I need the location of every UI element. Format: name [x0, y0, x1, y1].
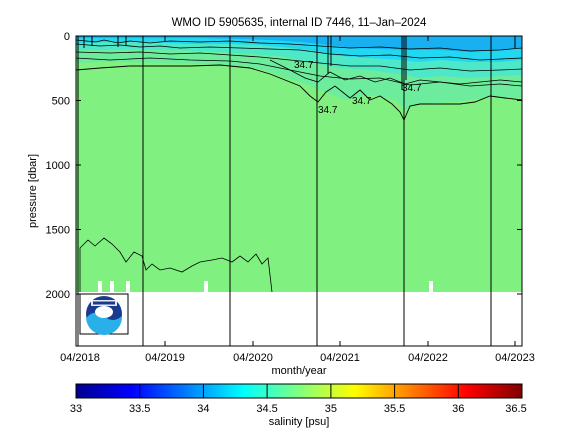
- y-tick-label: 500: [52, 96, 70, 108]
- x-axis-title: month/year: [271, 365, 326, 377]
- colorbar-label: salinity [psu]: [269, 416, 330, 428]
- chart-title: WMO ID 5905635, internal ID 7446, 11–Jan…: [172, 17, 427, 29]
- colorbar-tick-label: 33.5: [129, 403, 150, 415]
- contour-label: 34.7: [294, 60, 314, 71]
- colorbar-tick-label: 35.5: [384, 403, 405, 415]
- colorbar-gradient: [75, 383, 523, 399]
- colorbar: 33 33.5 34 34.5 35 35.5 36 36.5 salinity…: [70, 383, 527, 428]
- colorbar-tick-label: 34: [197, 403, 209, 415]
- plot-frame: [75, 35, 523, 347]
- contour-label: 34.7: [352, 96, 372, 107]
- contour-deep: [79, 237, 273, 293]
- data-gaps: [98, 281, 433, 292]
- x-tick-label: 04/2022: [408, 352, 448, 364]
- contour-label: 34.7: [402, 83, 422, 94]
- x-tick-label: 04/2020: [233, 352, 273, 364]
- y-tick-label: 2000: [46, 289, 70, 301]
- y-tick-label: 1500: [46, 225, 70, 237]
- contour-34-7-main: [76, 64, 522, 122]
- contour-34-7-second: [269, 59, 522, 85]
- colorbar-tick-label: 35: [325, 403, 337, 415]
- surface-profile-marks: [83, 36, 516, 90]
- x-tick-label: 04/2021: [320, 352, 360, 364]
- x-axis: 04/2018 04/2019 04/2020 04/2021 04/2022 …: [60, 36, 535, 377]
- y-axis: 0 500 1000 1500 2000 pressure [dbar]: [27, 31, 522, 301]
- colorbar-tick-label: 36: [452, 403, 464, 415]
- y-tick-label: 0: [64, 31, 70, 43]
- plot-area: 34.7 34.7 34.7 34.7: [76, 36, 522, 346]
- y-axis-title: pressure [dbar]: [27, 154, 39, 228]
- colorbar-tick-label: 36.5: [505, 403, 526, 415]
- x-tick-label: 04/2018: [60, 352, 100, 364]
- colorbar-tick-label: 34.5: [256, 403, 277, 415]
- colorbar-tick-label: 33: [70, 403, 82, 415]
- x-tick-label: 04/2023: [495, 352, 535, 364]
- x-tick-label: 04/2019: [145, 352, 185, 364]
- noaa-logo-icon: [79, 293, 129, 336]
- contour-label: 34.7: [318, 105, 338, 116]
- y-tick-label: 1000: [46, 160, 70, 172]
- upper-layer-34-0: [76, 36, 522, 52]
